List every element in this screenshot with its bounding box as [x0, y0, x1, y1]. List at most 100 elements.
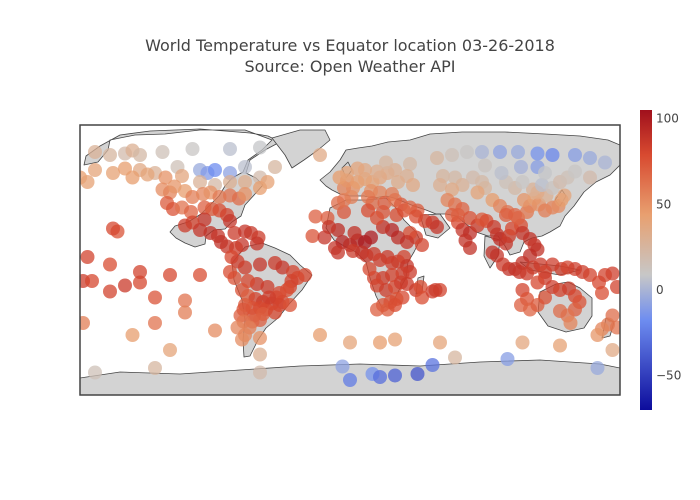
city-point [391, 175, 405, 189]
map-frame [80, 125, 620, 395]
city-point [140, 167, 155, 182]
city-point [238, 187, 252, 201]
city-point [178, 218, 192, 233]
city-point [514, 160, 528, 174]
city-point [428, 283, 443, 297]
city-point [388, 298, 402, 312]
city-point [343, 373, 357, 387]
city-point [197, 212, 212, 227]
city-point [379, 155, 393, 170]
colorbar-tick-label: −50 [656, 369, 681, 383]
city-point [403, 157, 417, 171]
city-point [463, 241, 477, 255]
city-point [275, 260, 290, 275]
city-point [563, 316, 578, 330]
city-point [362, 262, 377, 276]
city-point [530, 146, 545, 161]
city-point [163, 268, 177, 282]
city-point [388, 368, 402, 383]
city-point [227, 226, 242, 240]
city-point [515, 175, 530, 189]
city-point [133, 265, 147, 279]
city-point [103, 148, 117, 162]
city-point [167, 179, 182, 194]
city-point [590, 361, 605, 375]
city-point [470, 185, 485, 200]
city-point [410, 367, 425, 381]
city-point [343, 335, 357, 350]
city-point [331, 245, 345, 260]
city-point [598, 155, 612, 170]
city-point [553, 304, 567, 318]
city-point [163, 343, 177, 357]
city-point [253, 365, 267, 380]
city-point [370, 164, 384, 179]
city-point [478, 158, 492, 173]
city-point [530, 275, 545, 290]
city-point [598, 268, 612, 282]
city-point [515, 335, 530, 350]
city-point [268, 160, 282, 174]
city-point [238, 260, 252, 275]
city-point [103, 284, 117, 299]
colorbar-tick-label: 100 [656, 112, 679, 126]
city-point [253, 347, 267, 362]
city-point [511, 145, 525, 159]
city-point [335, 359, 350, 374]
city-point [208, 323, 222, 338]
city-point [125, 170, 140, 185]
city-point [253, 140, 267, 155]
city-point [260, 280, 275, 294]
city-point [185, 190, 200, 204]
city-point [193, 175, 207, 189]
city-point [253, 257, 267, 272]
city-point [448, 350, 462, 365]
city-point [350, 161, 365, 176]
city-point [178, 305, 192, 320]
city-point [389, 208, 404, 222]
city-point [106, 221, 120, 236]
city-point [133, 275, 147, 290]
city-point [280, 283, 294, 297]
city-point [85, 274, 99, 288]
city-point [373, 335, 387, 350]
city-point [455, 178, 470, 192]
colorbar-ticks: −50 0 50 100 [656, 112, 681, 383]
city-point [475, 145, 489, 159]
city-point [451, 208, 465, 222]
city-point [313, 148, 327, 162]
city-point [373, 185, 387, 200]
city-point [80, 175, 95, 189]
city-point [223, 265, 237, 279]
city-point [80, 250, 95, 264]
city-point [610, 320, 620, 335]
city-point [238, 160, 252, 174]
city-point [184, 205, 198, 219]
city-point [238, 175, 252, 189]
city-point [535, 178, 549, 192]
city-point [568, 148, 582, 162]
city-point [583, 151, 597, 165]
city-point [193, 223, 207, 237]
city-point [590, 328, 605, 342]
city-point [175, 169, 189, 183]
city-point [583, 170, 597, 185]
city-point [250, 236, 264, 251]
chart-title-line2: Source: Open Weather API [244, 57, 455, 76]
city-point [88, 145, 102, 159]
city-point [125, 328, 140, 342]
city-point [494, 166, 509, 180]
city-point [235, 332, 249, 347]
city-point [317, 230, 332, 245]
city-point [193, 268, 207, 282]
city-point [568, 164, 582, 179]
city-point [313, 328, 327, 342]
city-point [557, 188, 572, 203]
city-point [133, 148, 147, 162]
city-point [406, 178, 420, 192]
city-point [148, 290, 162, 305]
city-point [605, 343, 620, 357]
city-point [415, 238, 429, 252]
city-point [305, 229, 320, 243]
city-point [364, 230, 378, 245]
